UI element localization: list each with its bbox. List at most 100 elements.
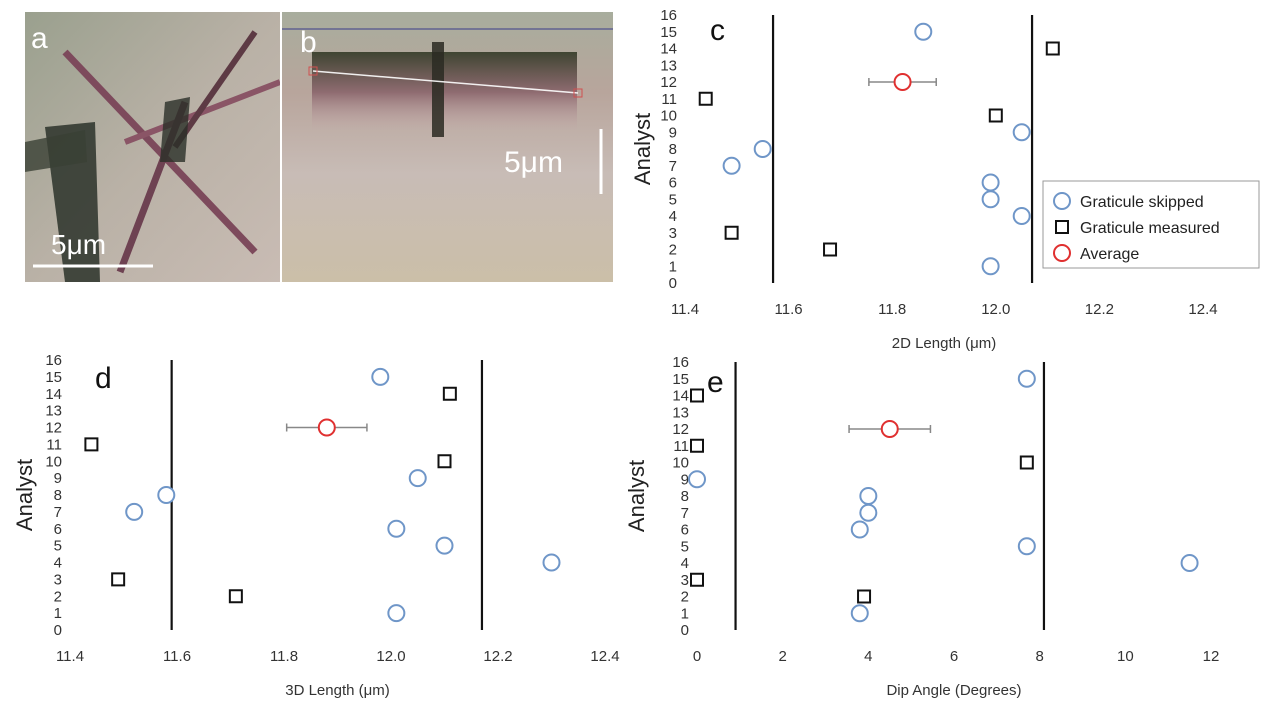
- y-tick-label: 6: [681, 522, 689, 539]
- point-measured: [724, 225, 739, 240]
- point-skipped: [387, 519, 406, 538]
- point-skipped: [981, 173, 1000, 192]
- x-tick-label: 12.0: [981, 301, 1010, 318]
- scale-bar-b-label: 5μm: [504, 146, 563, 179]
- point-skipped: [125, 502, 144, 521]
- micrograph-a-image: a 5μm: [25, 12, 280, 282]
- y-tick-label: 6: [669, 175, 677, 192]
- point-skipped: [850, 604, 869, 623]
- x-tick-label: 11.4: [56, 648, 84, 665]
- y-tick-label: 15: [672, 371, 689, 388]
- y-tick-label: 10: [45, 453, 62, 470]
- y-tick-label: 11: [673, 438, 689, 455]
- point-skipped: [371, 367, 390, 386]
- micrograph-b: b 5μm: [282, 12, 613, 282]
- point-skipped: [981, 190, 1000, 209]
- x-tick-label: 0: [693, 648, 701, 665]
- x-tick-label: 10: [1117, 648, 1134, 665]
- x-tick-label: 11.8: [878, 301, 906, 318]
- legend-marker-square: [1055, 220, 1069, 234]
- micrograph-b-image: b 5μm: [282, 12, 613, 282]
- y-tick-label: 4: [681, 555, 689, 572]
- point-measured: [690, 572, 704, 587]
- y-tick-label: 5: [681, 538, 689, 555]
- point-skipped: [688, 470, 706, 489]
- y-tick-label: 14: [660, 41, 677, 58]
- point-measured: [442, 386, 457, 401]
- y-tick-label: 10: [672, 455, 689, 472]
- y-tick-label: 1: [54, 605, 62, 622]
- y-tick-label: 3: [681, 572, 689, 589]
- y-tick-label: 16: [660, 7, 677, 24]
- y-tick-label: 2: [669, 242, 677, 259]
- scale-bar-a-label: 5μm: [51, 229, 106, 260]
- panel-b-label: b: [300, 26, 317, 59]
- x-tick-label: 11.6: [163, 648, 191, 665]
- x-tick-label: 4: [864, 648, 872, 665]
- point-average: [893, 73, 912, 91]
- point-skipped: [981, 257, 1000, 276]
- y-tick-label: 3: [669, 225, 677, 242]
- point-skipped: [157, 486, 176, 504]
- point-measured: [84, 437, 99, 452]
- x-tick-label: 11.8: [270, 648, 298, 665]
- y-tick-label: 11: [661, 91, 677, 108]
- x-axis-label: 3D Length (μm): [285, 682, 390, 699]
- y-tick-label: 10: [660, 108, 677, 125]
- y-tick-label: 14: [45, 386, 62, 403]
- point-measured: [857, 589, 872, 604]
- chart-c: c11.4 11.6 11.8 12.0 12.2 12.4012345678910111…: [630, 7, 1218, 352]
- x-axis-label: Dip Angle (Degrees): [886, 682, 1021, 699]
- x-tick-label: 11.6: [775, 301, 803, 318]
- point-measured: [690, 438, 704, 453]
- y-tick-label: 4: [669, 208, 677, 225]
- point-skipped: [722, 156, 741, 175]
- y-tick-label: 14: [672, 388, 689, 405]
- y-tick-label: 15: [45, 369, 62, 386]
- y-tick-label: 2: [54, 588, 62, 605]
- point-skipped: [542, 553, 561, 572]
- legend-label: Graticule measured: [1080, 220, 1220, 237]
- x-tick-label: 12.0: [376, 648, 405, 665]
- y-tick-label: 0: [54, 622, 62, 639]
- legend-label: Graticule skipped: [1080, 194, 1204, 211]
- chart-d: d11.4 11.6 11.8 12.0 12.2 12.4012345678910111…: [12, 352, 620, 699]
- x-tick-label: 8: [1035, 648, 1043, 665]
- y-tick-label: 11: [46, 436, 62, 453]
- x-tick-label: 6: [950, 648, 958, 665]
- y-tick-label: 13: [672, 404, 689, 421]
- point-skipped: [1017, 537, 1036, 556]
- panel-a-label: a: [31, 22, 48, 55]
- y-tick-label: 5: [54, 538, 62, 555]
- point-skipped: [753, 140, 772, 158]
- y-tick-label: 0: [681, 622, 689, 639]
- legend-marker-circle: [1053, 192, 1071, 210]
- y-tick-label: 0: [669, 275, 677, 292]
- x-axis-label: 2D Length (μm): [892, 335, 997, 352]
- point-skipped: [850, 520, 869, 539]
- y-tick-label: 6: [54, 521, 62, 538]
- y-tick-label: 9: [54, 470, 62, 487]
- y-tick-label: 16: [45, 352, 62, 369]
- point-skipped: [387, 604, 406, 623]
- panel-d-label: d: [95, 362, 112, 395]
- point-measured: [1045, 41, 1060, 56]
- y-tick-label: 7: [681, 505, 689, 522]
- point-measured: [988, 108, 1003, 123]
- y-tick-label: 7: [669, 158, 677, 175]
- y-axis-label: Analyst: [630, 113, 655, 185]
- panel-c-label: c: [710, 14, 725, 47]
- point-average: [880, 420, 899, 438]
- y-tick-label: 12: [660, 74, 677, 91]
- x-tick-label: 2: [778, 648, 786, 665]
- point-skipped: [914, 22, 933, 41]
- point-average: [317, 418, 336, 437]
- point-measured: [823, 242, 838, 257]
- panel-e-label: e: [707, 366, 724, 399]
- point-skipped: [1012, 207, 1031, 225]
- point-measured: [1019, 455, 1034, 470]
- point-skipped: [1180, 554, 1199, 572]
- y-tick-label: 1: [669, 258, 677, 275]
- y-tick-label: 15: [660, 24, 677, 41]
